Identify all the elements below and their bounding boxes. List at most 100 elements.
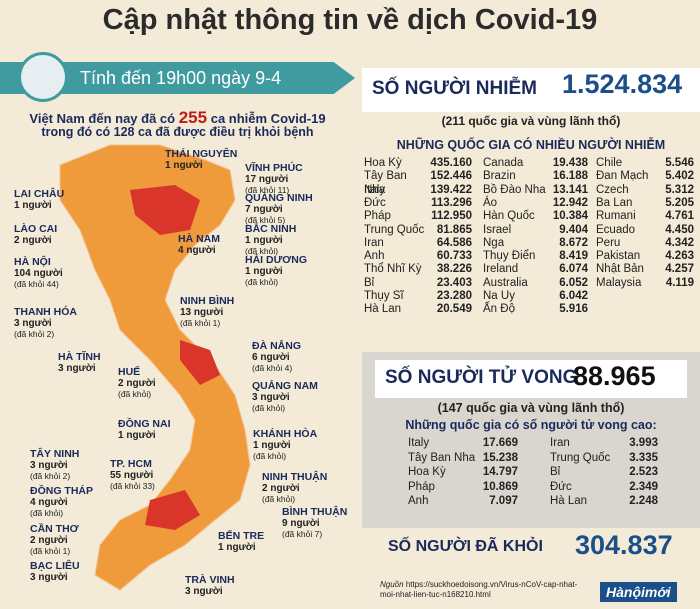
country-value: 23.280 xyxy=(436,290,472,302)
country-value: 5.546 xyxy=(665,157,694,169)
country-value: 6.074 xyxy=(559,263,588,276)
country-row: Anh 7.097 xyxy=(408,494,518,509)
province-note: (đã khỏi) xyxy=(245,277,279,287)
province-note: (đã khỏi 1) xyxy=(180,318,221,328)
province-label: HÀ NỘI 104 người (đã khỏi 44) xyxy=(14,257,63,290)
country-row: Anh 60.733 xyxy=(364,250,472,263)
country-name: Pháp xyxy=(408,480,435,493)
country-row: Iran 64.586 xyxy=(364,237,472,250)
province-cases: 6 người xyxy=(252,352,290,363)
country-value: 5.916 xyxy=(559,303,588,316)
country-row: Đức 2.349 xyxy=(550,480,658,495)
country-value: 4.263 xyxy=(665,250,694,263)
country-value: 152.446 xyxy=(430,170,472,183)
province-label: TÂY NINH 3 người (đã khỏi 2) xyxy=(30,449,79,482)
country-row: Đức 113.296 xyxy=(364,197,472,210)
province-name: BẮC NINH xyxy=(245,223,297,235)
province-cases: 1 người xyxy=(14,200,52,211)
country-value: 81.865 xyxy=(436,223,472,236)
province-note: (đã khỏi 33) xyxy=(110,481,155,491)
country-value: 435.160 xyxy=(430,157,472,169)
country-value: 139.422 xyxy=(430,183,472,196)
country-value: 5.402 xyxy=(665,170,694,183)
province-note: (đã khỏi) xyxy=(262,494,296,504)
infected-sub: (211 quốc gia và vùng lãnh thổ) xyxy=(441,114,621,128)
country-name: Malaysia xyxy=(596,276,642,289)
map xyxy=(59,144,251,591)
province-cases: 17 người xyxy=(245,174,289,185)
country-value: 14.797 xyxy=(482,466,518,478)
country-name: Na Uy xyxy=(483,290,515,302)
text: Việt Nam đến nay đã có xyxy=(29,111,176,126)
country-value: 17.669 xyxy=(482,437,518,449)
country-name: Australia xyxy=(483,276,528,289)
province-cases: 3 người xyxy=(58,363,96,374)
province-name: NINH THUẬN xyxy=(262,471,328,483)
country-value: 7.097 xyxy=(489,495,518,507)
province-cases: 3 người xyxy=(30,460,68,471)
country-name: Ba Lan xyxy=(596,196,633,209)
province-name: THANH HÓA xyxy=(14,306,77,318)
country-name: Thụy Điển xyxy=(483,250,536,263)
province-label: TP. HCM 55 người (đã khỏi 33) xyxy=(110,459,155,492)
province-name: CẦN THƠ xyxy=(30,523,79,535)
vn-summary: Việt Nam đến nay đã có 255 ca nhiễm Covi… xyxy=(0,108,355,128)
country-row: Malaysia 4.119 xyxy=(596,277,694,290)
avatar-icon xyxy=(18,52,68,102)
province-cases: 3 người xyxy=(30,572,68,583)
country-value: 6.052 xyxy=(559,276,588,289)
country-name: Áo xyxy=(483,196,498,209)
province-name: KHÁNH HÒA xyxy=(253,428,318,440)
country-row: Nga 8.672 xyxy=(483,237,588,250)
province-name: HUẾ xyxy=(118,366,141,378)
province-name: ĐÀ NẴNG xyxy=(252,340,301,352)
country-row: Australia 6.052 xyxy=(483,277,588,290)
province-label: ĐỒNG NAI 1 người xyxy=(118,419,171,442)
province-note: (đã khỏi 7) xyxy=(282,529,323,539)
country-value: 4.119 xyxy=(665,276,694,289)
province-note: (đã khỏi 4) xyxy=(252,363,293,373)
country-value: 60.733 xyxy=(436,250,472,263)
province-cases: 13 người xyxy=(180,307,224,318)
source-label: Nguồn xyxy=(380,580,404,589)
province-cases: 104 người xyxy=(14,268,63,279)
country-value: 2.349 xyxy=(629,480,658,493)
province-name: BẾN TRE xyxy=(218,530,265,542)
country-row: Tây Ban Nha 152.446 xyxy=(364,170,472,197)
province-cases: 55 người xyxy=(110,470,154,481)
province-cases: 7 người xyxy=(245,204,283,215)
country-value: 8.419 xyxy=(559,250,588,263)
hotspot xyxy=(130,185,200,235)
country-name: Nga xyxy=(483,236,505,249)
country-value: 64.586 xyxy=(436,236,472,249)
province-name: BẠC LIÊU xyxy=(30,560,80,572)
country-value: 5.312 xyxy=(665,183,694,196)
country-name: Pháp xyxy=(364,210,391,223)
country-value: 13.141 xyxy=(552,183,588,196)
deaths-value: 88.965 xyxy=(573,361,656,391)
country-value: 8.672 xyxy=(559,236,588,249)
infected-label: SỐ NGƯỜI NHIỄM xyxy=(372,78,537,99)
province-name: LÀO CAI xyxy=(14,223,58,235)
country-name: Nhật Bản xyxy=(596,263,644,276)
province-label: ĐÀ NẴNG 6 người (đã khỏi 4) xyxy=(252,341,301,374)
province-label: QUẢNG NAM 3 người (đã khỏi) xyxy=(252,381,318,414)
country-row: Hàn Quốc 10.384 xyxy=(483,210,588,223)
province-note: (đã khỏi 44) xyxy=(14,279,59,289)
deaths-heading: Những quốc gia có số người tử vong cao: xyxy=(405,418,657,432)
country-name: Rumani xyxy=(596,210,636,223)
province-note: (đã khỏi 2) xyxy=(14,329,55,339)
country-value: 38.226 xyxy=(436,263,472,276)
vn-total: 255 xyxy=(178,108,208,127)
country-row: Áo 12.942 xyxy=(483,197,588,210)
country-row: Israel 9.404 xyxy=(483,224,588,237)
province-label: HÀ NAM 4 người xyxy=(178,234,220,257)
country-row: Ba Lan 5.205 xyxy=(596,197,694,210)
province-label: KHÁNH HÒA 1 người (đã khỏi) xyxy=(253,429,317,462)
country-name: Đan Mạch xyxy=(596,170,649,183)
province-name: HẢI DƯƠNG xyxy=(245,254,308,266)
country-row: Canada 19.438 xyxy=(483,157,588,170)
country-row: Brazin 16.188 xyxy=(483,170,588,183)
province-label: CẦN THƠ 2 người (đã khỏi 1) xyxy=(30,524,79,557)
country-value: 112.950 xyxy=(431,210,472,223)
